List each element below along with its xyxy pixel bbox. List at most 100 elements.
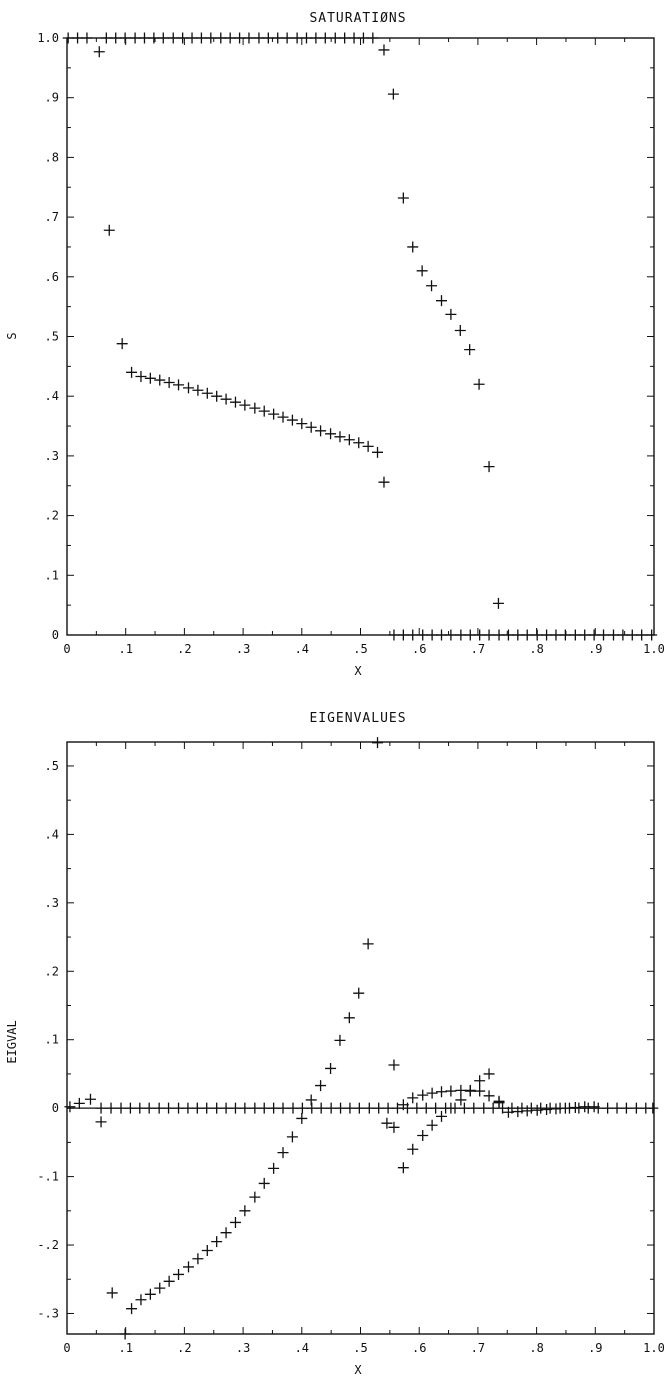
chart-title: EIGENVALUES xyxy=(309,711,406,726)
data-point xyxy=(220,393,232,405)
data-point xyxy=(458,1102,470,1114)
data-point xyxy=(348,32,360,44)
data-point xyxy=(407,1092,419,1104)
data-point xyxy=(215,32,227,44)
data-point xyxy=(362,938,374,950)
data-point xyxy=(455,629,467,641)
data-point xyxy=(362,440,374,452)
y-tick-label: .9 xyxy=(45,91,59,105)
data-point xyxy=(388,629,400,641)
data-point xyxy=(531,629,543,641)
data-point xyxy=(372,737,384,749)
data-point xyxy=(249,402,261,414)
x-tick-label: .5 xyxy=(353,1341,367,1355)
data-point xyxy=(521,629,533,641)
data-point xyxy=(353,437,365,449)
data-point xyxy=(211,1236,223,1248)
data-point xyxy=(455,1094,467,1106)
data-point xyxy=(541,629,553,641)
data-point xyxy=(277,1147,289,1159)
data-point xyxy=(201,1102,213,1114)
x-tick-label: .7 xyxy=(471,1341,485,1355)
data-point xyxy=(315,425,327,437)
x-axis-label: X xyxy=(354,664,362,678)
data-point xyxy=(607,629,619,641)
data-point xyxy=(262,32,274,44)
data-point xyxy=(436,295,448,307)
data-point xyxy=(417,1089,429,1101)
y-axis: -.3 -.2 -.1 0 .1 .2 .3 .4 .5 xyxy=(37,759,654,1320)
data-point xyxy=(473,378,485,390)
x-tick-label: .4 xyxy=(295,1341,309,1355)
x-tick-label: .3 xyxy=(236,1341,250,1355)
data-point xyxy=(134,1102,146,1114)
data-point xyxy=(286,1131,298,1143)
data-point xyxy=(135,1294,147,1306)
y-axis-label: EIGVAL xyxy=(5,1020,19,1063)
y-tick-label: .5 xyxy=(45,759,59,773)
data-point xyxy=(258,405,270,417)
data-point xyxy=(325,1062,337,1074)
data-point xyxy=(334,1034,346,1046)
y-axis: 0 .1 .2 .3 .4 .5 .6 .7 .8 .9 1.0 xyxy=(37,31,654,642)
x-tick-label: .9 xyxy=(588,642,602,656)
y-tick-label: .4 xyxy=(45,389,59,403)
data-point xyxy=(483,629,495,641)
data-point xyxy=(487,1102,499,1114)
data-point xyxy=(620,1102,632,1114)
data-point xyxy=(445,1102,457,1114)
data-point xyxy=(373,1102,385,1114)
data-point xyxy=(602,1102,614,1114)
data-point xyxy=(474,1075,486,1087)
x-tick-label: .9 xyxy=(588,1341,602,1355)
data-point xyxy=(353,1102,365,1114)
data-point xyxy=(579,629,591,641)
data-point xyxy=(192,1253,204,1265)
data-point xyxy=(183,1261,195,1273)
data-point xyxy=(239,399,251,411)
y-tick-label: 0 xyxy=(52,1101,59,1115)
data-point xyxy=(474,1085,486,1097)
data-point xyxy=(569,629,581,641)
data-point xyxy=(305,1094,317,1106)
data-point xyxy=(630,1102,642,1114)
data-point xyxy=(72,32,84,44)
y-tick-label: .3 xyxy=(45,449,59,463)
data-point xyxy=(407,629,419,641)
data-point xyxy=(559,629,571,641)
data-point xyxy=(411,1102,423,1114)
data-point xyxy=(343,1012,355,1024)
data-point xyxy=(550,629,562,641)
data-point xyxy=(464,629,476,641)
data-point xyxy=(541,1104,553,1116)
x-tick-label: .6 xyxy=(412,642,426,656)
data-point xyxy=(436,629,448,641)
data-point xyxy=(426,1087,438,1099)
x-tick-label: .4 xyxy=(295,642,309,656)
x-axis-label: X xyxy=(354,1363,362,1377)
data-point xyxy=(454,325,466,337)
data-point xyxy=(103,224,115,236)
data-point xyxy=(229,1102,241,1114)
data-point xyxy=(474,629,486,641)
data-point xyxy=(229,1216,241,1228)
data-point xyxy=(388,1121,400,1133)
data-point xyxy=(126,366,138,378)
data-point xyxy=(84,1093,96,1105)
x-tick-label: .8 xyxy=(529,642,543,656)
x-tick-label: .6 xyxy=(412,1341,426,1355)
data-point xyxy=(201,1245,213,1256)
data-point xyxy=(343,434,355,446)
data-point xyxy=(335,1102,347,1114)
x-tick-label: .3 xyxy=(236,642,250,656)
saturations-chart: SATURATIØNS 0 .1 .2 .3 .4 .5 .6 .7 .8 .9 1.0 0 .1 .2… xyxy=(5,11,665,678)
x-tick-label: .1 xyxy=(118,1341,132,1355)
y-tick-label: .2 xyxy=(45,964,59,978)
data-point xyxy=(492,597,504,609)
data-point xyxy=(144,1288,156,1300)
data-point xyxy=(381,1117,393,1129)
data-point xyxy=(430,1102,442,1114)
data-point xyxy=(626,629,638,641)
data-point xyxy=(420,1102,432,1114)
